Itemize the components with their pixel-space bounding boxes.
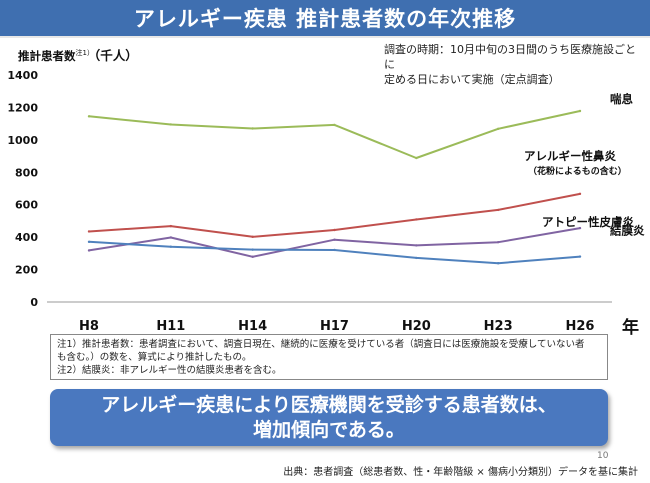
source-citation: 出典：患者調査（総患者数、性・年齢階級 × 傷病小分類別）データを基に集計 — [283, 467, 638, 478]
note-1-line-2: も含む。）の数を、算式により推計したもの。 — [57, 352, 252, 363]
survey-note-line-2: 定める日において実施（定点調査） — [384, 73, 560, 86]
conclusion-line-1: アレルギー疾患により医療機関を受診する患者数は、 — [101, 394, 557, 416]
x-tick-label: H17 — [320, 319, 349, 334]
y-axis-label-note-ref: 注1） — [75, 49, 94, 58]
data-point — [169, 236, 173, 239]
conclusion-line-2: 増加傾向である。 — [253, 419, 405, 441]
data-point — [333, 248, 336, 252]
data-point — [251, 255, 254, 258]
data-point — [87, 115, 91, 118]
x-tick-label: H26 — [566, 319, 595, 334]
data-point — [333, 238, 336, 241]
data-point — [578, 192, 582, 196]
series-label: 結膜炎 — [610, 224, 645, 238]
series-label-sub: （花粉によるもの含む） — [528, 165, 627, 177]
note-2: 注2）結膜炎：非アレルギー性の結膜炎患者を含む。 — [57, 365, 282, 376]
series-line — [88, 240, 581, 265]
slide-title: アレルギー疾患 推計患者数の年次推移 — [133, 7, 517, 31]
series-label: アトピー性皮膚炎 — [542, 215, 634, 229]
y-tick-label: 200 — [15, 264, 38, 277]
y-axis-label-unit: （千人） — [93, 48, 138, 63]
x-axis-label: 年 — [622, 317, 639, 338]
x-tick-label: H23 — [484, 319, 513, 334]
data-point — [415, 218, 418, 221]
data-point — [415, 156, 418, 160]
data-point — [496, 262, 500, 265]
data-point — [496, 208, 500, 212]
note-1-line-1: 注1）推計患者数：患者調査において、調査日現在、継続的に医療を受けている者（調査… — [57, 339, 585, 350]
data-point — [578, 226, 582, 230]
x-tick-label: H20 — [402, 319, 431, 334]
data-point — [333, 123, 336, 127]
data-point — [169, 245, 173, 248]
data-point — [87, 249, 91, 252]
data-point — [415, 256, 418, 260]
data-point — [251, 235, 254, 239]
series-label: アレルギー性鼻炎 — [524, 149, 616, 163]
y-tick-labels: 0 200 400 600 800 1000 1200 1400 — [7, 69, 38, 309]
line-chart: 0 200 400 600 800 1000 1200 1400 H8 H11 H14 H17 H20… — [7, 69, 645, 338]
data-point — [415, 244, 418, 247]
title-bar: アレルギー疾患 推計患者数の年次推移 — [0, 0, 650, 38]
data-point — [251, 127, 254, 130]
survey-note-line-1: 調査の時期：10月中旬の3日間のうち医療施設ごとに — [384, 43, 636, 71]
data-point — [87, 240, 91, 244]
data-point — [496, 240, 500, 244]
data-point — [251, 248, 254, 251]
data-point — [578, 255, 582, 258]
series-line — [88, 227, 581, 258]
data-point — [333, 228, 336, 232]
x-tick-labels: H8 H11 H14 H17 H20 H23 H26 — [79, 319, 594, 334]
y-axis-label: 推計患者数注1）（千人） — [18, 45, 138, 64]
data-point — [169, 123, 173, 126]
data-point — [169, 224, 173, 228]
x-tick-label: H8 — [79, 319, 99, 334]
data-point — [496, 127, 500, 131]
y-tick-label: 1200 — [7, 101, 38, 114]
y-tick-label: 1400 — [7, 69, 38, 82]
data-point — [87, 230, 91, 233]
y-tick-label: 600 — [15, 199, 38, 212]
notes-box: 注1）推計患者数：患者調査において、調査日現在、継続的に医療を受けている者（調査… — [50, 334, 608, 380]
y-tick-label: 800 — [15, 166, 38, 179]
series-line — [88, 110, 581, 159]
y-tick-label: 400 — [15, 231, 38, 244]
series-lines — [87, 109, 582, 265]
survey-timing-note: 調査の時期：10月中旬の3日間のうち医療施設ごとに 定める日において実施（定点調… — [384, 42, 646, 87]
y-tick-label: 1000 — [7, 134, 38, 147]
series-label: 喘息 — [610, 92, 633, 106]
y-axis-label-main: 推計患者数 — [18, 49, 76, 63]
y-tick-label: 0 — [30, 296, 38, 309]
x-tick-label: H11 — [156, 319, 185, 334]
conclusion-banner: アレルギー疾患により医療機関を受診する患者数は、 増加傾向である。 — [50, 389, 608, 446]
page-number: 10 — [597, 451, 609, 461]
data-point — [578, 109, 582, 113]
x-tick-label: H14 — [238, 319, 267, 334]
